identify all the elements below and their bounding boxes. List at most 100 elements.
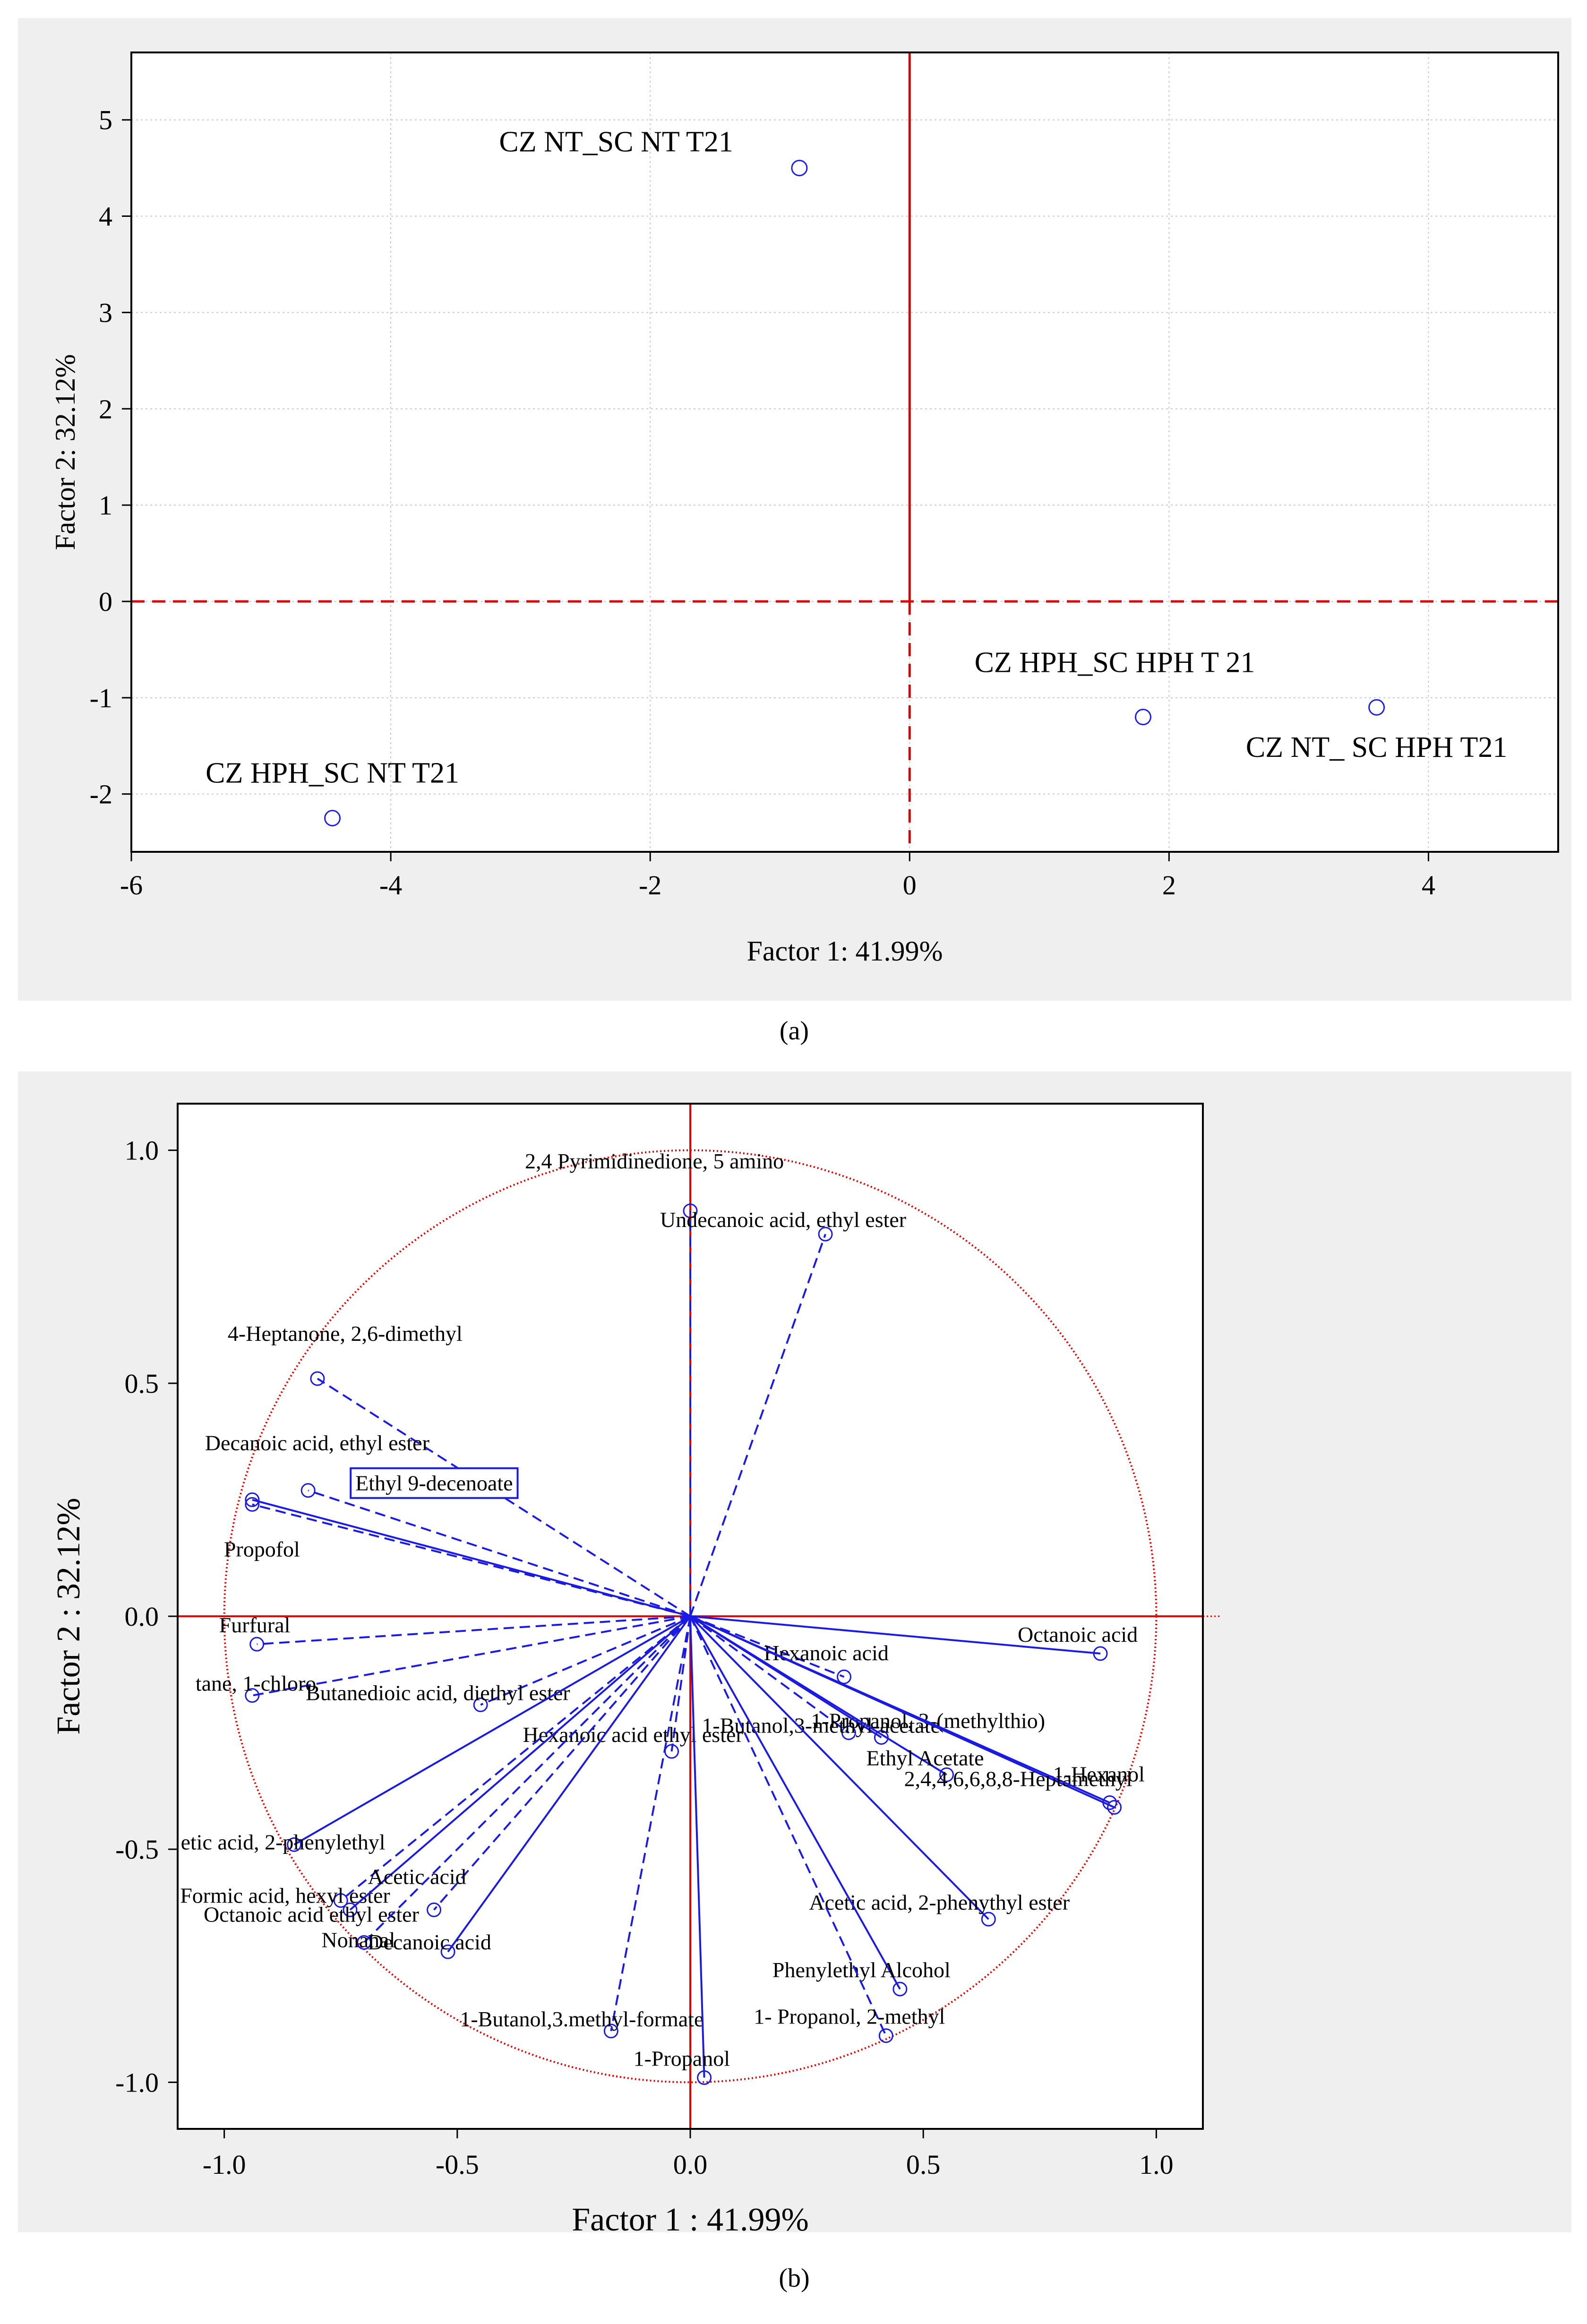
vector-label: Ethyl 9-decenoate — [355, 1471, 513, 1495]
loading-point — [981, 1912, 996, 1927]
loading-point — [603, 2024, 618, 2039]
y-tick-label: 3 — [99, 297, 112, 328]
x-tick-label: 2 — [1162, 870, 1176, 900]
loading-vector — [257, 1615, 691, 1646]
x-tick-label: -0.5 — [436, 2149, 479, 2180]
vector-label: Nonanal — [322, 1928, 395, 1952]
y-tick-label: 0.0 — [125, 1601, 159, 1632]
data-point — [1134, 709, 1151, 726]
loading-point — [245, 1492, 260, 1507]
data-point — [324, 810, 341, 827]
x-axis-label: Factor 1: 41.99% — [747, 935, 943, 967]
y-tick-label: 1.0 — [125, 1135, 159, 1166]
plot-frame — [130, 51, 1559, 853]
loading-point — [245, 1497, 260, 1512]
point-label: CZ HPH_SC HPH T 21 — [975, 647, 1255, 679]
loading-vector — [447, 1615, 691, 1953]
x-tick-label: -2 — [639, 870, 661, 900]
vector-label: 4-Heptanone, 2,6-dimethyl — [228, 1321, 463, 1346]
loading-vector — [340, 1615, 691, 1902]
loading-vector — [308, 1489, 691, 1617]
caption-a: (a) — [779, 1016, 809, 1046]
x-tick-label: 1.0 — [1139, 2149, 1174, 2180]
vector-label: Phenylethyl Alcohol — [772, 1958, 951, 1982]
y-tick-label: 5 — [99, 105, 112, 136]
vector-label: 2,4 Pyrimidinedione, 5 amino — [525, 1149, 784, 1173]
loading-point — [841, 1725, 856, 1741]
vector-label: Octanoic acid ethyl ester — [204, 1902, 419, 1926]
vector-label: Acetic acid, 2-phenythyl ester — [809, 1890, 1070, 1914]
x-tick-label: 0.5 — [906, 2149, 941, 2180]
vector-label: 1-Propanol, 3-(methylthio) — [811, 1709, 1045, 1733]
loading-vector — [610, 1616, 691, 2032]
loading-vector — [689, 1615, 849, 1734]
loading-point — [939, 1767, 954, 1782]
caption-b: (b) — [779, 2264, 810, 2293]
loading-point — [473, 1697, 488, 1712]
x-tick-label: -1.0 — [203, 2149, 246, 2180]
vector-label: Decanoic acid — [368, 1930, 491, 1954]
y-tick-label: -0.5 — [115, 1834, 159, 1865]
loading-vector — [690, 1615, 845, 1678]
vector-label: etic acid, 2-phenylethyl — [181, 1830, 386, 1854]
panel-a: -6 -4 -2 0 2 4 -2 -1 0 1 2 3 4 5 CZ NT_SC NT T21 CZ HPH… — [18, 18, 1571, 1001]
loading-vector — [293, 1615, 691, 1846]
y-axis-label: Factor 2: 32.12% — [50, 354, 81, 550]
loading-point — [1093, 1646, 1108, 1661]
x-tick-label: 0 — [903, 870, 917, 900]
vector-label: Propofol — [224, 1537, 300, 1561]
x-tick-label: 4 — [1422, 870, 1435, 900]
loading-point — [333, 1893, 348, 1908]
loading-point — [1102, 1795, 1117, 1810]
vector-label: Undecanoic acid, ethyl ester — [660, 1208, 906, 1232]
loading-vector — [689, 1234, 826, 1617]
x-axis-label: Factor 1 : 41.99% — [572, 2202, 809, 2232]
loading-vector — [690, 1615, 1101, 1655]
loading-point — [310, 1371, 325, 1386]
vector-label: Hexanoic acid ethyl ester — [523, 1723, 743, 1747]
vector-label: 1-Butanol,3.methyl-formate — [460, 2007, 703, 2031]
loading-vector — [689, 1616, 901, 1990]
loading-vector — [252, 1503, 691, 1617]
x-tick-label: -4 — [379, 870, 402, 900]
x-tick-label: 0.0 — [673, 2149, 708, 2180]
loading-vector — [480, 1615, 691, 1706]
vector-label: Decanoic acid, ethyl ester — [205, 1431, 429, 1455]
vector-label: 1-Propanol — [634, 2047, 730, 2071]
loading-point — [245, 1688, 260, 1703]
loading-vector — [252, 1499, 691, 1617]
loading-plot: -1.0 -0.5 0.0 0.5 1.0 -1.0 -0.5 0.0 0.5 1.0 2,4 Py… — [51, 1103, 1222, 2238]
loading-point — [427, 1902, 441, 1917]
score-plot: -6 -4 -2 0 2 4 -2 -1 0 1 2 3 4 5 CZ NT_SC NT T21 CZ HPH… — [50, 51, 1559, 967]
y-tick-label: 4 — [99, 201, 112, 232]
vector-label: Formic acid, hexyl ester — [180, 1884, 390, 1908]
panel-b: -1.0 -0.5 0.0 0.5 1.0 -1.0 -0.5 0.0 0.5 1.0 2,4 Py… — [18, 1072, 1571, 2238]
loading-vector — [317, 1378, 691, 1617]
y-tick-label: -2 — [90, 779, 112, 810]
vector-label: 1- Propanol, 2-methyl — [754, 2005, 945, 2029]
y-tick-label: 0.5 — [125, 1368, 159, 1399]
vector-label: 2,4,4,6,6,8,8-Heptamethyl — [904, 1767, 1132, 1791]
loading-vector — [690, 1615, 1110, 1804]
loading-point — [878, 2028, 893, 2043]
y-tick-label: -1 — [90, 683, 112, 713]
y-axis-label: Factor 2 : 32.12% — [51, 1498, 87, 1735]
loading-point — [697, 2070, 712, 2085]
loading-vector — [689, 1616, 887, 2036]
loading-vector — [689, 1615, 947, 1776]
loading-vector — [670, 1616, 691, 1752]
point-label: CZ HPH_SC NT T21 — [206, 757, 459, 789]
loading-point — [357, 1935, 372, 1950]
loading-point — [837, 1669, 851, 1684]
loading-vector — [433, 1615, 691, 1911]
y-tick-label: 1 — [99, 490, 112, 521]
loading-point — [892, 1981, 908, 1997]
loading-vector — [689, 1616, 705, 2078]
loading-point — [440, 1944, 455, 1959]
loading-point — [300, 1483, 316, 1498]
vector-label: Octanoic acid — [1018, 1622, 1138, 1647]
loading-vector — [252, 1615, 691, 1697]
loading-point — [343, 1902, 358, 1917]
highlight-box — [350, 1467, 519, 1499]
plot-frame — [177, 1103, 1204, 2130]
